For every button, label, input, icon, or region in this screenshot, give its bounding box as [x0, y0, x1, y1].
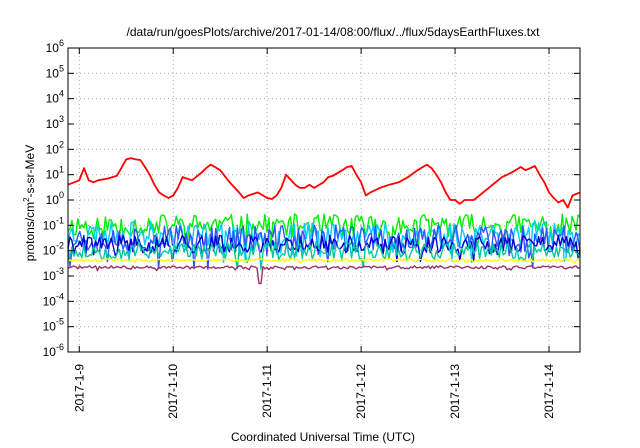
y-tick-exponent: 2	[59, 139, 64, 149]
y-tick-base: 10	[46, 117, 60, 131]
y-tick-base: 10	[46, 142, 60, 156]
y-tick-label: 101	[46, 165, 64, 182]
y-tick-label: 105	[46, 63, 64, 80]
y-tick-exponent: -5	[56, 317, 64, 327]
y-tick-exponent: -6	[56, 342, 64, 352]
y-tick-label: 100	[46, 190, 64, 207]
x-tick-label: 2017-1-11	[260, 364, 274, 418]
series-line-1	[67, 157, 581, 209]
series-line-7	[67, 258, 581, 264]
y-axis-ticks: 10610510410310210110010-110-210-310-410-…	[43, 38, 580, 359]
series-line-6	[67, 241, 581, 271]
y-tick-exponent: -3	[56, 266, 64, 276]
y-tick-base: 10	[46, 168, 60, 182]
y-tick-base: 10	[43, 294, 57, 308]
series-line-8	[67, 265, 581, 285]
chart-title: /data/run/goesPlots/archive/2017-01-14/0…	[127, 25, 541, 39]
y-tick-exponent: 6	[59, 38, 64, 48]
y-axis-label-sup: 2	[22, 197, 31, 202]
y-tick-exponent: 0	[59, 190, 64, 200]
y-tick-exponent: -1	[56, 215, 64, 225]
grid-lines	[68, 48, 580, 352]
y-tick-base: 10	[43, 244, 57, 258]
y-tick-base: 10	[43, 320, 57, 334]
y-axis-label: protons/cm2-s-sr-MeV	[22, 145, 37, 261]
y-tick-label: 10-2	[43, 241, 64, 258]
y-tick-base: 10	[46, 66, 60, 80]
y-tick-label: 10-1	[43, 215, 64, 232]
y-tick-exponent: 5	[59, 63, 64, 73]
y-axis-label-rest: -s-sr-MeV	[23, 145, 37, 198]
y-tick-base: 10	[43, 269, 57, 283]
y-tick-label: 10-6	[43, 342, 64, 359]
y-tick-base: 10	[46, 92, 60, 106]
y-tick-base: 10	[46, 41, 60, 55]
y-tick-label: 102	[46, 139, 64, 156]
y-tick-label: 103	[46, 114, 64, 131]
y-tick-label: 10-3	[43, 266, 64, 283]
y-tick-label: 10-5	[43, 317, 64, 334]
x-tick-label: 2017-1-13	[448, 364, 462, 419]
y-tick-base: 10	[43, 345, 57, 359]
x-axis-label: Coordinated Universal Time (UTC)	[231, 430, 415, 444]
y-tick-exponent: 3	[59, 114, 64, 124]
x-tick-label: 2017-1-14	[542, 364, 556, 419]
y-tick-exponent: 1	[59, 165, 64, 175]
y-tick-exponent: -2	[56, 241, 64, 251]
y-tick-exponent: -4	[56, 291, 64, 301]
x-axis-ticks: 2017-1-9 2017-1-10 2017-1-11 2017-1-12 2017-…	[72, 48, 556, 419]
y-axis-label-base: protons/cm	[23, 202, 37, 261]
series-line-4	[67, 224, 581, 270]
y-tick-label: 10-4	[43, 291, 64, 308]
x-tick-label: 2017-1-12	[354, 364, 368, 419]
x-tick-label: 2017-1-10	[166, 364, 180, 419]
y-tick-base: 10	[46, 193, 60, 207]
y-tick-base: 10	[43, 218, 57, 232]
series-lines	[67, 157, 581, 285]
y-tick-label: 104	[46, 89, 64, 106]
x-tick-label: 2017-1-9	[72, 364, 86, 412]
y-tick-exponent: 4	[59, 89, 64, 99]
y-tick-label: 106	[46, 38, 64, 55]
